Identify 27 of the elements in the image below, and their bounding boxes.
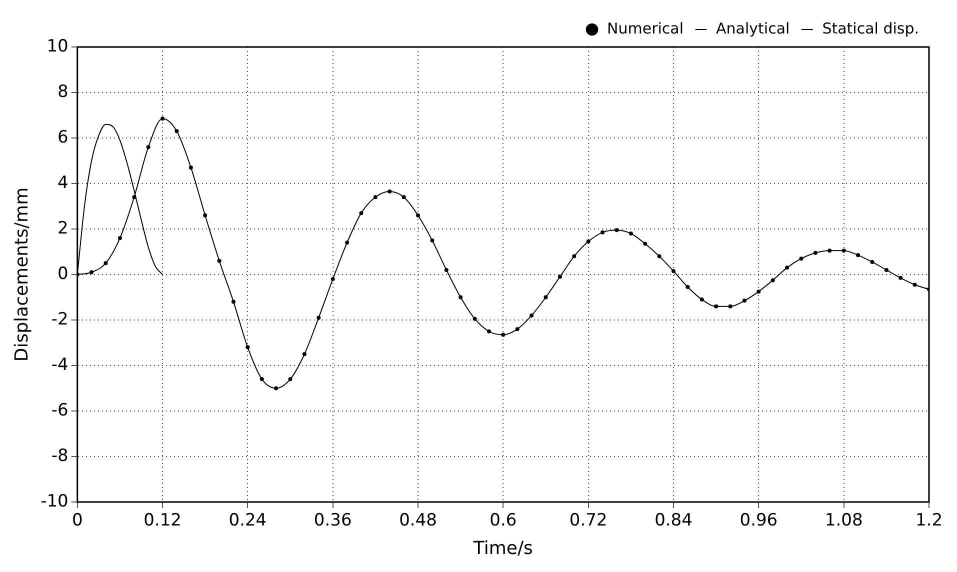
x-tick-label: 0.72: [569, 510, 608, 531]
x-tick-label: 0.48: [399, 510, 437, 531]
x-tick-label: 0.6: [490, 510, 517, 531]
y-tick-label: 0: [58, 264, 68, 284]
legend-label: Statical disp.: [822, 19, 919, 38]
x-tick-label: 0.36: [314, 510, 352, 531]
x-tick-label: 0.96: [740, 510, 778, 531]
y-tick-label: -8: [51, 446, 68, 466]
x-tick-label: 0.12: [144, 510, 182, 531]
legend-label: Analytical: [716, 19, 790, 38]
x-tick-label: 0.24: [228, 510, 267, 531]
x-tick-label: 1.2: [915, 510, 943, 531]
y-tick-label: 6: [58, 127, 68, 148]
x-tick-label: 0: [72, 510, 83, 531]
y-tick-label: 10: [46, 36, 68, 56]
y-tick-label: -2: [51, 309, 68, 330]
y-tick-label: -10: [40, 491, 68, 512]
y-tick-label: -4: [51, 354, 68, 375]
legend-label: Numerical: [607, 19, 684, 38]
x-tick-label: 1.08: [824, 510, 863, 531]
y-tick-label: 2: [58, 218, 68, 238]
x-axis-title: Time/s: [472, 538, 533, 559]
y-tick-label: 4: [58, 172, 68, 193]
y-axis-title: Displacements/mm: [11, 187, 32, 362]
y-tick-label: 8: [58, 82, 68, 102]
y-tick-label: -6: [51, 400, 68, 420]
x-tick-label: 0.84: [654, 510, 692, 531]
